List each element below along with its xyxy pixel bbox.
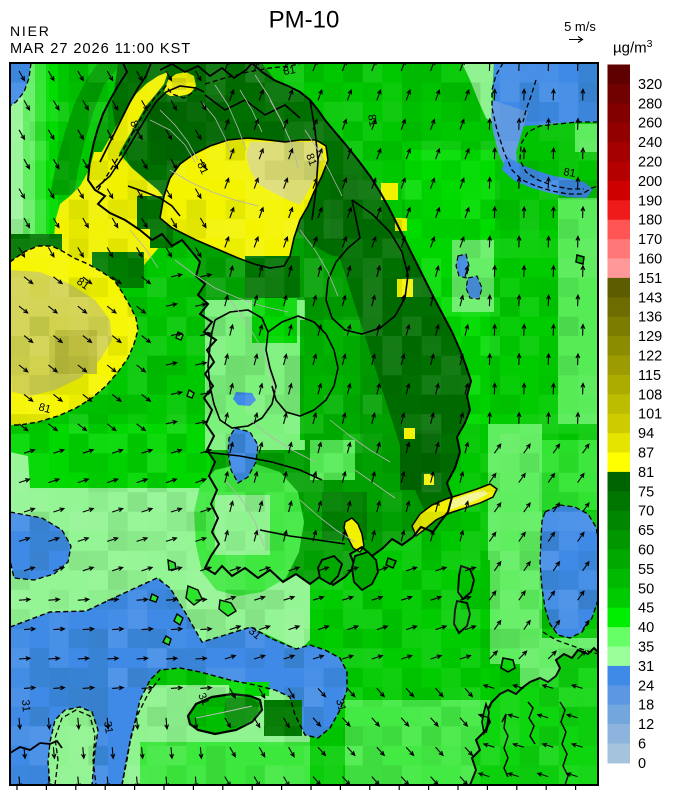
svg-text:320: 320 (638, 77, 662, 93)
svg-text:151: 151 (638, 271, 662, 287)
svg-text:31: 31 (195, 691, 211, 707)
svg-text:45: 45 (638, 601, 654, 617)
svg-text:129: 129 (638, 329, 662, 345)
svg-text:81: 81 (638, 465, 654, 481)
svg-text:40: 40 (638, 620, 654, 636)
svg-text:122: 122 (638, 349, 662, 365)
svg-text:31: 31 (638, 659, 654, 675)
svg-text:70: 70 (638, 504, 654, 520)
svg-text:160: 160 (638, 252, 662, 268)
svg-text:81: 81 (194, 160, 210, 176)
svg-text:280: 280 (638, 96, 662, 112)
svg-text:81: 81 (37, 401, 52, 416)
svg-text:260: 260 (638, 116, 662, 132)
svg-text:108: 108 (638, 387, 662, 403)
svg-text:50: 50 (638, 581, 654, 597)
svg-text:94: 94 (638, 426, 654, 442)
svg-text:81: 81 (562, 166, 576, 180)
svg-text:0: 0 (638, 756, 646, 772)
svg-text:81: 81 (127, 119, 142, 135)
svg-text:65: 65 (638, 523, 654, 539)
svg-text:87: 87 (638, 446, 654, 462)
svg-text:NIER: NIER (10, 23, 51, 39)
svg-text:101: 101 (638, 407, 662, 423)
svg-text:6: 6 (638, 737, 646, 753)
svg-text:180: 180 (638, 213, 662, 229)
svg-text:24: 24 (638, 678, 654, 694)
svg-text:18: 18 (638, 698, 654, 714)
svg-text:31: 31 (333, 698, 348, 713)
svg-text:81: 81 (303, 152, 318, 168)
svg-text:200: 200 (638, 174, 662, 190)
svg-text:240: 240 (638, 135, 662, 151)
svg-text:60: 60 (638, 543, 654, 559)
svg-text:PM-10: PM-10 (269, 7, 340, 34)
svg-text:µg/m3: µg/m3 (613, 38, 653, 57)
svg-text:170: 170 (638, 232, 662, 248)
svg-text:55: 55 (638, 562, 654, 578)
svg-text:190: 190 (638, 193, 662, 209)
svg-text:75: 75 (638, 484, 654, 500)
svg-text:35: 35 (638, 640, 654, 656)
svg-text:115: 115 (638, 368, 661, 384)
svg-text:81: 81 (282, 64, 296, 78)
svg-text:81: 81 (365, 113, 379, 127)
svg-text:143: 143 (638, 290, 662, 306)
svg-text:MAR 27 2026 11:00 KST: MAR 27 2026 11:00 KST (10, 41, 191, 57)
svg-text:31: 31 (19, 699, 32, 712)
svg-text:12: 12 (638, 717, 654, 733)
svg-text:5 m/s: 5 m/s (564, 19, 596, 34)
svg-text:220: 220 (638, 155, 662, 171)
svg-text:136: 136 (638, 310, 662, 326)
